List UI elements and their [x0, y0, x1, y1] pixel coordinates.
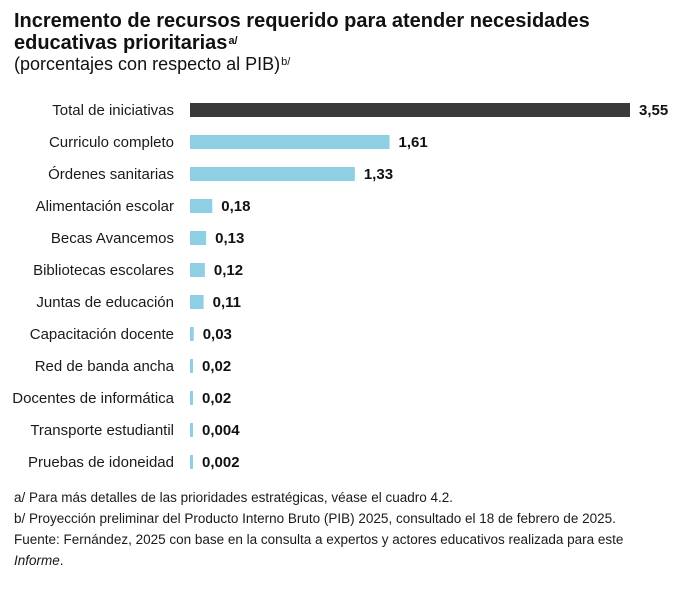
value-label: 0,02: [202, 390, 231, 407]
value-label: 0,004: [202, 422, 240, 439]
chart-title: Incremento de recursos requerido para at…: [14, 10, 684, 54]
bar: [190, 455, 193, 469]
category-label: Bibliotecas escolares: [33, 262, 174, 279]
category-label: Curriculo completo: [49, 134, 174, 151]
source-note-end: Informe.: [14, 550, 684, 571]
value-label: 1,33: [364, 166, 393, 183]
bar-chart: Total de iniciativas 3,55 Curriculo comple…: [12, 102, 668, 471]
source-text: Fuente: Fernández, 2025 con base en la c…: [14, 532, 624, 547]
category-label: Red de banda ancha: [35, 358, 175, 375]
category-label: Becas Avancemos: [51, 230, 174, 247]
bar: [190, 391, 193, 405]
value-label: 0,03: [203, 326, 232, 343]
subtitle-footnote-mark: b/: [281, 56, 291, 68]
category-label: Alimentación escolar: [36, 198, 174, 215]
bar: [190, 231, 207, 245]
bar: [190, 327, 194, 341]
total-bar: [190, 103, 630, 117]
note-b: b/ Proyección preliminar del Producto In…: [14, 511, 616, 526]
bar: [190, 423, 193, 437]
category-label: Transporte estudiantil: [30, 422, 174, 439]
value-label: 0,12: [214, 262, 243, 279]
value-label: 0,002: [202, 454, 240, 471]
title-footnote-mark: a/: [228, 35, 238, 47]
bar: [190, 199, 213, 213]
value-label: 0,13: [215, 230, 244, 247]
bar: [190, 135, 390, 149]
category-label: Órdenes sanitarias: [48, 166, 174, 183]
value-label: 0,02: [202, 358, 231, 375]
bar: [190, 359, 193, 373]
source-end: .: [59, 553, 64, 568]
source-note: Fuente: Fernández, 2025 con base en la c…: [14, 529, 684, 550]
value-label: 1,61: [399, 134, 428, 151]
chart-notes: a/ Para más detalles de las prioridades …: [14, 487, 684, 571]
category-label: Total de iniciativas: [52, 102, 174, 119]
bar: [190, 167, 355, 181]
chart-title-text: Incremento de recursos requerido para at…: [14, 10, 590, 54]
bar: [190, 295, 204, 309]
chart-subtitle-text: (porcentajes con respecto al PIB): [14, 54, 281, 74]
value-label: 0,11: [213, 294, 241, 311]
bar: [190, 263, 205, 277]
category-label: Docentes de informática: [12, 390, 174, 407]
value-label: 0,18: [221, 198, 250, 215]
source-italic: Informe: [14, 553, 60, 568]
note-a: a/ Para más detalles de las prioridades …: [14, 490, 453, 505]
category-label: Capacitación docente: [30, 326, 174, 343]
value-label: 3,55: [639, 102, 668, 119]
category-label: Pruebas de idoneidad: [28, 454, 174, 471]
category-label: Juntas de educación: [36, 294, 174, 311]
chart-subtitle: (porcentajes con respecto al PIB)b/: [14, 54, 684, 74]
